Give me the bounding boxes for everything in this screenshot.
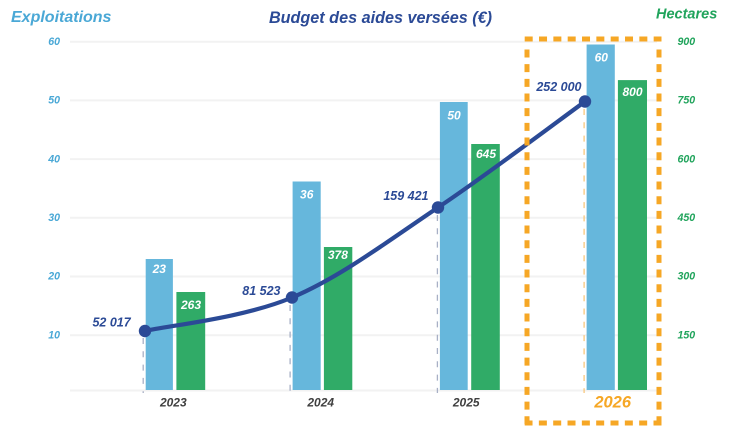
svg-text:60: 60 bbox=[595, 51, 609, 65]
svg-text:Hectares: Hectares bbox=[656, 7, 717, 23]
svg-text:645: 645 bbox=[476, 147, 496, 161]
svg-text:750: 750 bbox=[678, 95, 696, 107]
svg-text:30: 30 bbox=[48, 212, 60, 224]
svg-text:10: 10 bbox=[48, 329, 60, 341]
svg-text:Budget des aides versées (€): Budget des aides versées (€) bbox=[269, 9, 492, 27]
svg-text:150: 150 bbox=[678, 329, 696, 341]
svg-text:60: 60 bbox=[48, 36, 60, 48]
svg-text:159 421: 159 421 bbox=[383, 189, 428, 203]
svg-text:52 017: 52 017 bbox=[92, 316, 131, 330]
svg-text:600: 600 bbox=[678, 153, 696, 165]
svg-text:50: 50 bbox=[447, 108, 461, 122]
svg-text:Exploitations: Exploitations bbox=[11, 9, 112, 26]
svg-text:300: 300 bbox=[678, 271, 696, 283]
svg-text:263: 263 bbox=[180, 298, 201, 312]
svg-text:40: 40 bbox=[47, 153, 60, 165]
svg-text:36: 36 bbox=[300, 188, 314, 202]
svg-text:2023: 2023 bbox=[159, 395, 187, 409]
svg-text:2025: 2025 bbox=[452, 395, 480, 409]
svg-text:900: 900 bbox=[678, 36, 696, 48]
svg-text:800: 800 bbox=[622, 85, 642, 99]
svg-text:81 523: 81 523 bbox=[242, 284, 280, 298]
svg-text:2024: 2024 bbox=[306, 395, 334, 409]
svg-text:50: 50 bbox=[48, 95, 60, 107]
svg-text:252 000: 252 000 bbox=[535, 80, 581, 94]
svg-text:2026: 2026 bbox=[593, 394, 632, 412]
svg-text:378: 378 bbox=[328, 248, 348, 262]
svg-text:23: 23 bbox=[152, 262, 167, 276]
svg-text:450: 450 bbox=[677, 212, 696, 224]
svg-text:20: 20 bbox=[47, 271, 60, 283]
